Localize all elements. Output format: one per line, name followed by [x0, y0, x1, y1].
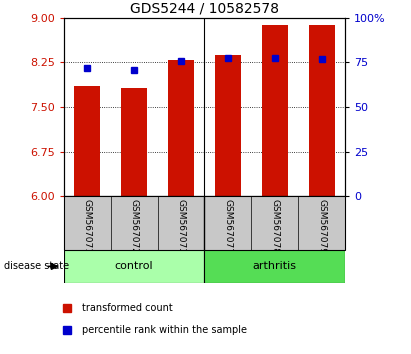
Bar [309, 25, 335, 196]
Text: percentile rank within the sample: percentile rank within the sample [81, 325, 247, 335]
FancyBboxPatch shape [64, 250, 205, 283]
Text: arthritis: arthritis [253, 261, 297, 272]
Text: GSM567079: GSM567079 [317, 199, 326, 254]
Bar [262, 25, 288, 196]
FancyBboxPatch shape [205, 250, 345, 283]
Bar [168, 60, 194, 196]
Text: GSM567077: GSM567077 [224, 199, 233, 254]
Text: GSM567078: GSM567078 [270, 199, 279, 254]
Text: control: control [115, 261, 153, 272]
Bar [74, 86, 100, 196]
FancyBboxPatch shape [64, 196, 345, 250]
Text: disease state: disease state [4, 261, 69, 272]
Text: GSM567073: GSM567073 [176, 199, 185, 254]
Bar [215, 55, 241, 196]
Text: transformed count: transformed count [81, 303, 172, 313]
Text: GSM567071: GSM567071 [83, 199, 92, 254]
Bar [121, 88, 147, 196]
Text: GSM567072: GSM567072 [129, 199, 139, 254]
Title: GDS5244 / 10582578: GDS5244 / 10582578 [130, 1, 279, 15]
